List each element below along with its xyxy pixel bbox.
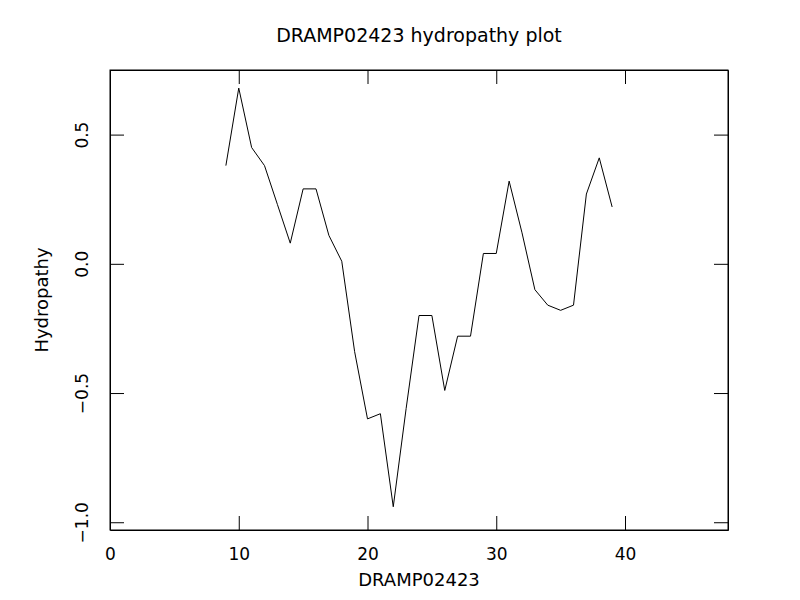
y-axis-line [110, 71, 111, 531]
x-tick-label: 10 [228, 544, 250, 564]
y-tick: 0.0 [72, 251, 124, 278]
y-axis-title: Hydropathy [31, 247, 52, 353]
y-tick-mark [110, 135, 124, 136]
x-tick-mark [368, 516, 369, 530]
x-tick-mark [239, 516, 240, 530]
y-right-tick [714, 264, 728, 265]
y-tick-label: 0.5 [72, 122, 92, 149]
y-right-tick [714, 135, 728, 136]
x-top-tick [496, 70, 497, 84]
y-tick-mark [714, 135, 728, 136]
x-tick-mark [496, 516, 497, 530]
y-tick: −0.5 [72, 373, 124, 414]
x-tick-mark [239, 70, 240, 84]
y-tick-mark [714, 264, 728, 265]
plot-frame [110, 70, 728, 530]
x-tick-mark [496, 70, 497, 84]
x-top-axis-line [111, 70, 729, 71]
x-top-axis [111, 70, 729, 84]
y-axis: −1.0 −0.5 0.0 0.5 [72, 71, 124, 544]
marks [226, 88, 612, 507]
x-tick-label: 30 [486, 544, 508, 564]
hydropathy-line [226, 88, 612, 507]
x-tick: 40 [615, 516, 637, 564]
x-tick-mark [625, 516, 626, 530]
y-tick: 0.5 [72, 122, 124, 149]
y-right-tick [714, 393, 728, 394]
x-axis: 0 10 20 30 40 [105, 516, 728, 564]
chart: 0 10 20 30 40 −1.0 −0.5 0.0 0.5 DRAMP02423 hydrop… [0, 0, 800, 600]
x-tick: 30 [486, 516, 508, 564]
x-tick: 10 [228, 516, 250, 564]
x-top-tick [625, 70, 626, 84]
y-tick-label: 0.0 [72, 251, 92, 278]
title: DRAMP02423 hydropathy plot [276, 24, 562, 46]
x-tick: 20 [357, 516, 379, 564]
x-axis-title: DRAMP02423 [358, 569, 480, 590]
y-tick-mark [110, 393, 124, 394]
y-tick-mark [110, 264, 124, 265]
y-tick-mark [714, 522, 728, 523]
plot: 0 10 20 30 40 −1.0 −0.5 0.0 0.5 [72, 70, 729, 564]
y-tick: −1.0 [72, 502, 124, 543]
x-top-tick [368, 70, 369, 84]
y-tick-label: −1.0 [72, 502, 92, 543]
x-tick-mark [625, 70, 626, 84]
x-top-tick [239, 70, 240, 84]
x-tick-label: 0 [105, 544, 116, 564]
y-right-axis-line [728, 71, 729, 531]
x-axis-line [111, 530, 729, 531]
y-tick-mark [110, 522, 124, 523]
y-right-tick [714, 522, 728, 523]
x-tick-label: 20 [357, 544, 379, 564]
y-tick-mark [714, 393, 728, 394]
x-tick-mark [368, 70, 369, 84]
y-right-axis [714, 71, 729, 531]
y-tick-label: −0.5 [72, 373, 92, 414]
x-tick-label: 40 [615, 544, 637, 564]
